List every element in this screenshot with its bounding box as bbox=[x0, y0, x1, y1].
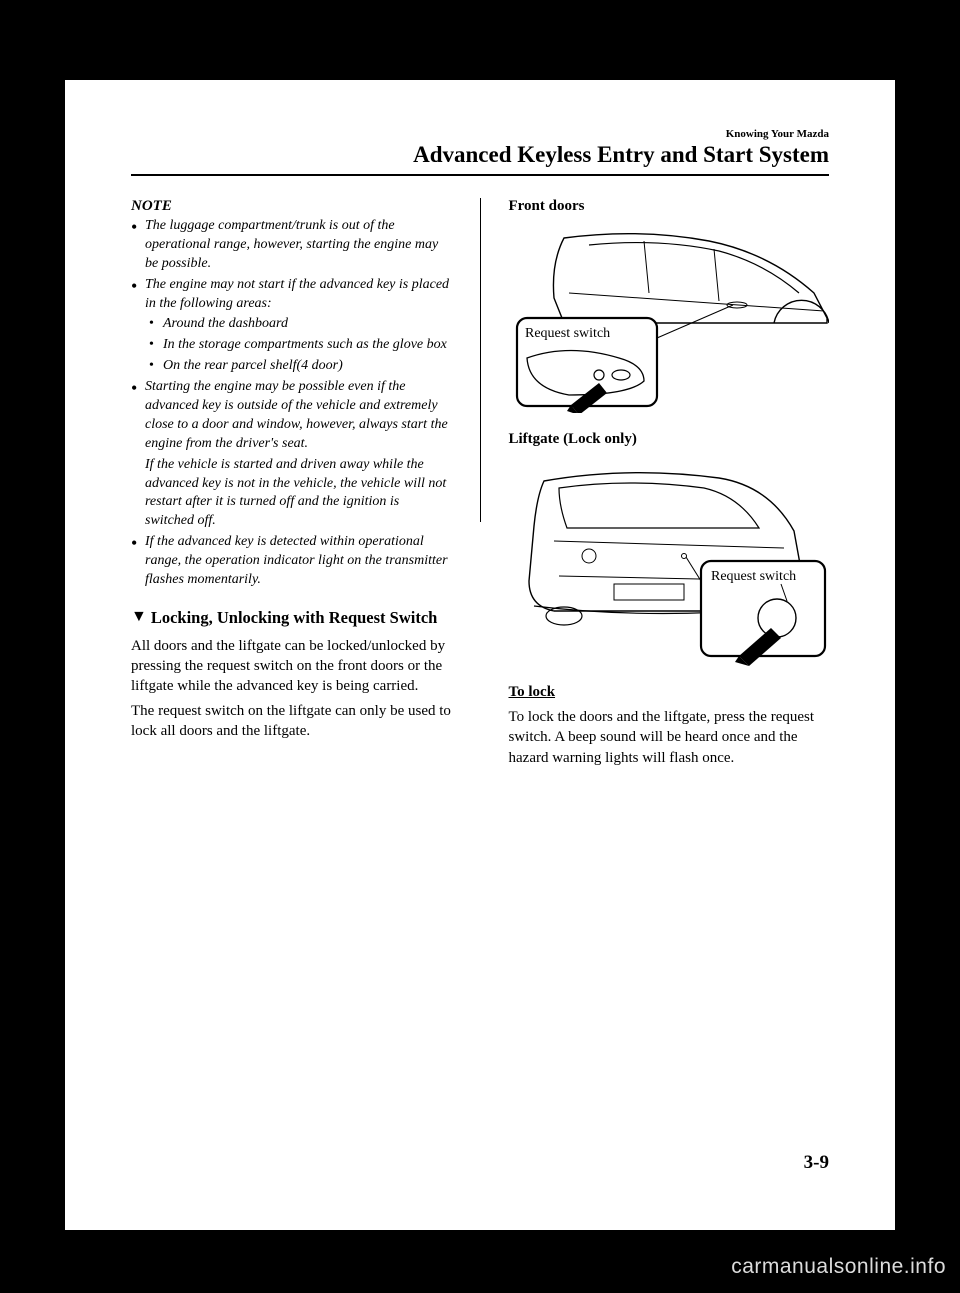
note-item: If the advanced key is detected within o… bbox=[145, 533, 452, 590]
liftgate-figure: Request switch bbox=[509, 456, 830, 666]
note-item: The engine may not start if the advanced… bbox=[145, 276, 452, 376]
note-list: The luggage compartment/trunk is out of … bbox=[131, 217, 452, 590]
note-text: Around the dashboard bbox=[163, 316, 288, 331]
to-lock-heading: To lock bbox=[509, 684, 830, 701]
subsection-title: Locking, Unlocking with Request Switch bbox=[151, 608, 438, 628]
note-text: If the vehicle is started and driven awa… bbox=[145, 456, 452, 532]
note-subitem: On the rear parcel shelf(4 door) bbox=[163, 357, 452, 376]
body-paragraph: To lock the doors and the liftgate, pres… bbox=[509, 707, 830, 768]
car-side-illustration: Request switch bbox=[509, 223, 829, 413]
note-text: On the rear parcel shelf(4 door) bbox=[163, 358, 343, 373]
subsection-heading: ▼ Locking, Unlocking with Request Switch bbox=[131, 608, 452, 628]
note-text: The luggage compartment/trunk is out of … bbox=[145, 218, 438, 271]
watermark: carmanualsonline.info bbox=[731, 1255, 946, 1279]
two-column-layout: NOTE The luggage compartment/trunk is ou… bbox=[131, 198, 829, 772]
body-paragraph: The request switch on the liftgate can o… bbox=[131, 701, 452, 742]
note-text: In the storage compartments such as the … bbox=[163, 337, 447, 352]
car-rear-illustration: Request switch bbox=[509, 456, 829, 666]
note-item: The luggage compartment/trunk is out of … bbox=[145, 217, 452, 274]
down-triangle-icon: ▼ bbox=[131, 608, 147, 628]
manual-page: Knowing Your Mazda Advanced Keyless Entr… bbox=[65, 80, 895, 1230]
note-heading: NOTE bbox=[131, 198, 452, 215]
figure-label: Liftgate (Lock only) bbox=[509, 431, 830, 448]
body-paragraph: All doors and the liftgate can be locked… bbox=[131, 636, 452, 697]
left-column: NOTE The luggage compartment/trunk is ou… bbox=[131, 198, 452, 772]
page-header: Knowing Your Mazda Advanced Keyless Entr… bbox=[131, 128, 829, 176]
note-text: The engine may not start if the advanced… bbox=[145, 277, 449, 311]
note-sublist: Around the dashboard In the storage comp… bbox=[145, 315, 452, 376]
header-section: Advanced Keyless Entry and Start System bbox=[131, 142, 829, 168]
header-chapter: Knowing Your Mazda bbox=[131, 128, 829, 140]
note-item: Starting the engine may be possible even… bbox=[145, 378, 452, 531]
callout-text: Request switch bbox=[711, 569, 796, 584]
note-text: Starting the engine may be possible even… bbox=[145, 379, 448, 451]
column-divider bbox=[480, 198, 481, 522]
page-number: 3-9 bbox=[804, 1152, 829, 1174]
callout-text: Request switch bbox=[525, 326, 610, 341]
note-subitem: Around the dashboard bbox=[163, 315, 452, 334]
note-text: If the advanced key is detected within o… bbox=[145, 534, 448, 587]
note-subitem: In the storage compartments such as the … bbox=[163, 336, 452, 355]
right-column: Front doors Request switch bbox=[509, 198, 830, 772]
figure-label: Front doors bbox=[509, 198, 830, 215]
front-doors-figure: Request switch bbox=[509, 223, 830, 413]
